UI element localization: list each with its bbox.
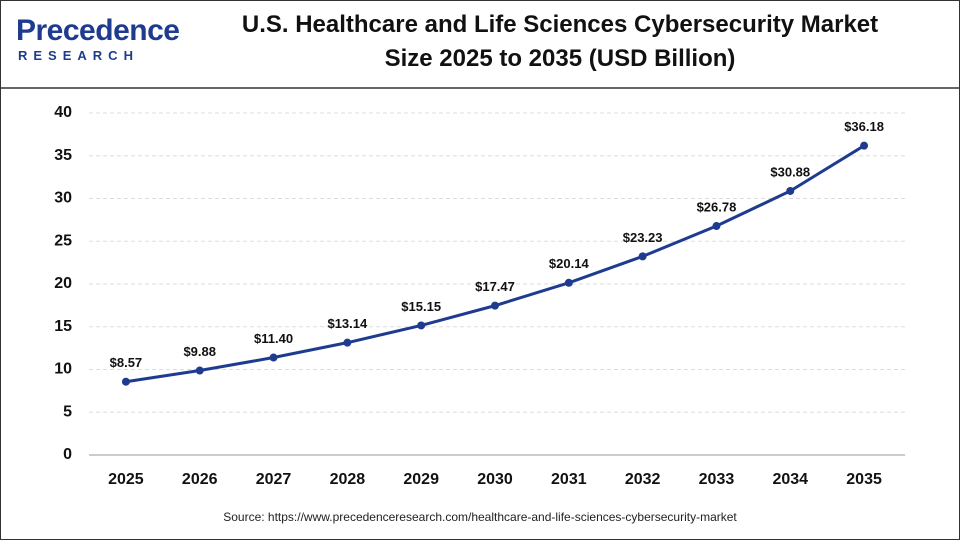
y-tick-label: 35 — [54, 147, 72, 164]
logo-name: Precedence — [16, 14, 180, 47]
chart-title: U.S. Healthcare and Life Sciences Cybers… — [241, 11, 879, 72]
value-label: $15.15 — [401, 299, 441, 314]
value-label: $23.23 — [623, 230, 663, 245]
y-tick-label: 20 — [54, 275, 72, 292]
x-tick-label: 2026 — [182, 471, 218, 488]
y-tick-label: 10 — [54, 361, 72, 378]
y-tick-label: 30 — [54, 190, 72, 207]
x-tick-label: 2027 — [256, 471, 292, 488]
value-label: $36.18 — [844, 119, 884, 134]
point — [195, 366, 204, 375]
y-tick-label: 15 — [54, 318, 72, 335]
x-tick-label: 2035 — [846, 471, 882, 488]
value-label: $13.14 — [327, 316, 368, 331]
x-tick-label: 2033 — [699, 471, 735, 488]
value-label: $8.57 — [110, 355, 143, 370]
value-label: $20.14 — [549, 256, 590, 271]
y-tick-label: 0 — [63, 446, 72, 463]
line — [125, 144, 865, 384]
y-tick-label: 25 — [54, 232, 72, 249]
x-tick-label: 2028 — [330, 471, 366, 488]
x-tick-label: 2029 — [403, 471, 439, 488]
x-tick-label: 2032 — [625, 471, 661, 488]
point — [638, 252, 647, 261]
point — [417, 321, 426, 330]
value-label: $30.88 — [770, 164, 810, 179]
value-label: $17.47 — [475, 279, 515, 294]
y-tick-label: 40 — [54, 104, 72, 121]
point — [786, 186, 795, 195]
x-tick-label: 2034 — [772, 471, 808, 488]
x-tick-label: 2031 — [551, 471, 587, 488]
point — [564, 278, 573, 287]
y-tick-label: 5 — [63, 403, 72, 420]
point — [121, 377, 130, 386]
point — [491, 301, 499, 310]
x-tick-label: 2030 — [477, 471, 513, 488]
x-tick-label: 2025 — [108, 471, 144, 488]
point — [712, 222, 721, 231]
point — [343, 338, 352, 347]
point — [860, 141, 869, 150]
source: Source: https://www.precedenceresearch.c… — [223, 510, 737, 524]
logo-tagline: RESEARCH — [18, 48, 139, 63]
value-label: $26.78 — [697, 199, 737, 214]
value-label: $11.40 — [254, 331, 293, 346]
value-label: $9.88 — [183, 344, 216, 359]
point — [269, 353, 278, 362]
